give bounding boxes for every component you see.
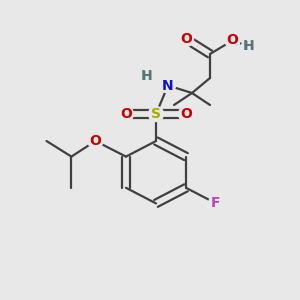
Text: O: O — [89, 134, 101, 148]
Circle shape — [243, 40, 255, 52]
Text: O: O — [120, 107, 132, 121]
Text: F: F — [211, 196, 221, 210]
Circle shape — [242, 39, 256, 54]
Circle shape — [148, 106, 164, 122]
Text: O: O — [180, 107, 192, 121]
Circle shape — [225, 33, 240, 48]
Text: H: H — [142, 70, 152, 83]
Circle shape — [178, 32, 194, 46]
Circle shape — [160, 78, 175, 93]
Circle shape — [88, 134, 103, 148]
Text: O: O — [180, 32, 192, 46]
Circle shape — [118, 106, 134, 122]
Text: H: H — [243, 40, 255, 53]
Text: H: H — [141, 70, 153, 83]
Text: N: N — [162, 79, 174, 92]
Text: H: H — [244, 40, 254, 53]
Circle shape — [140, 69, 154, 84]
Text: O: O — [226, 34, 238, 47]
Circle shape — [178, 106, 194, 122]
Text: S: S — [151, 107, 161, 121]
Circle shape — [208, 196, 224, 211]
Circle shape — [141, 70, 153, 83]
